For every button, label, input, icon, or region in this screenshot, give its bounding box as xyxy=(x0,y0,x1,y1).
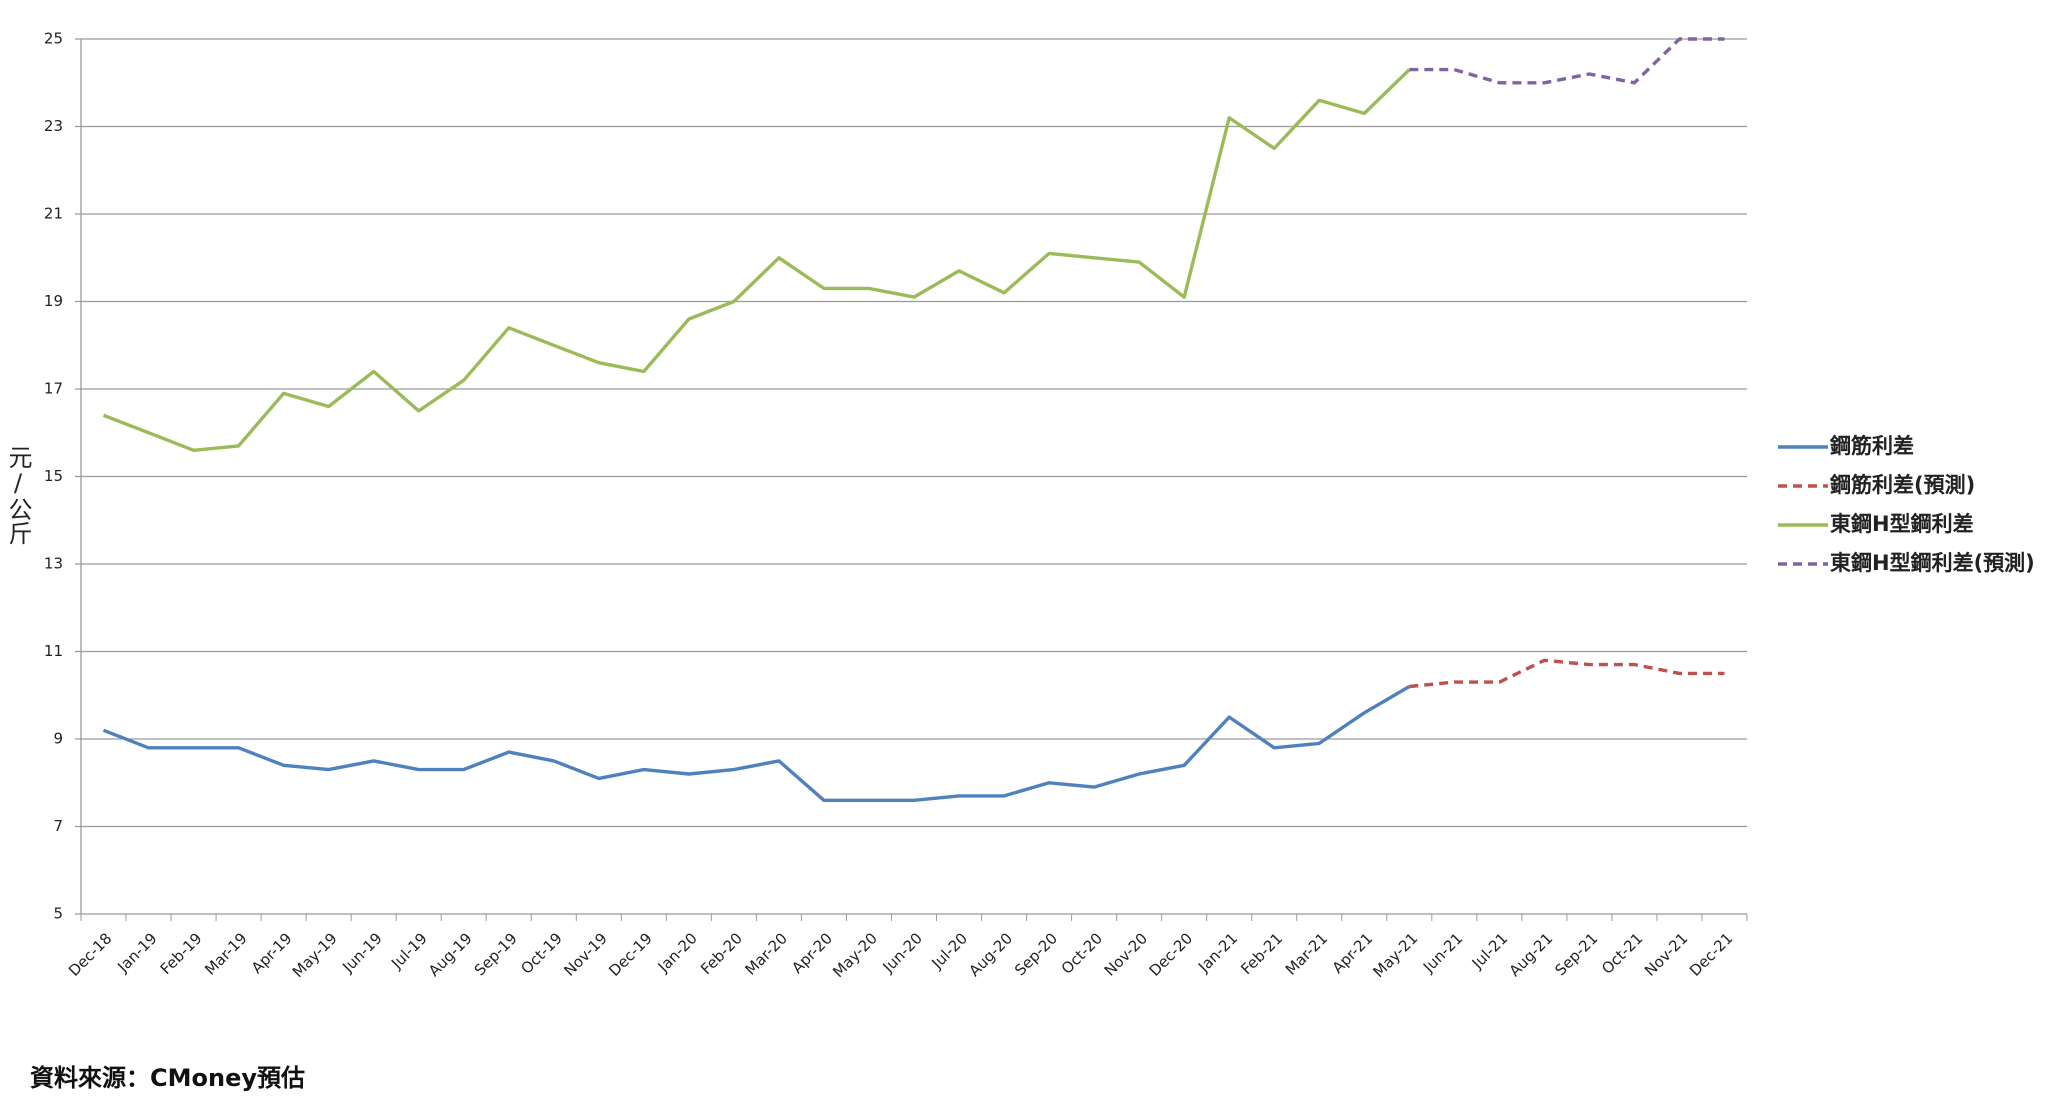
x-tick-label: Jan-21 xyxy=(1194,929,1241,976)
x-tick-label: Oct-20 xyxy=(1058,929,1106,977)
y-axis-label: 元/公斤 xyxy=(4,445,32,545)
y-tick-label: 15 xyxy=(44,467,63,485)
x-tick-label: Dec-21 xyxy=(1686,929,1737,980)
y-tick-label: 23 xyxy=(44,117,63,135)
y-tick-label: 19 xyxy=(44,292,63,310)
x-tick-label: Dec-19 xyxy=(605,929,656,980)
series-line xyxy=(1409,37,1725,85)
x-tick-label: Jan-20 xyxy=(654,929,701,976)
series-line xyxy=(102,685,1411,802)
x-tick-label: Nov-19 xyxy=(560,929,610,979)
x-tick-label: Nov-21 xyxy=(1641,929,1691,979)
x-tick-label: Jan-19 xyxy=(113,929,160,976)
x-tick-label: Jun-21 xyxy=(1419,929,1466,976)
y-tick-label: 11 xyxy=(44,642,63,660)
y-tick-label: 13 xyxy=(44,555,63,573)
x-tick-label: Jul-21 xyxy=(1468,929,1512,973)
x-tick-label: Apr-20 xyxy=(788,929,836,977)
x-tick-label: Oct-21 xyxy=(1598,929,1646,977)
x-tick-label: Mar-20 xyxy=(742,929,791,978)
x-tick-label: Jul-20 xyxy=(927,929,971,973)
x-tick-label: Apr-21 xyxy=(1329,929,1377,977)
y-tick-label: 25 xyxy=(44,30,63,48)
x-tick-label: Aug-19 xyxy=(425,929,476,980)
legend-label: 東鋼H型鋼利差 xyxy=(1830,512,1974,536)
x-tick-label: Jun-19 xyxy=(338,929,385,976)
x-tick-label: Mar-19 xyxy=(201,929,250,978)
x-tick-label: Jun-20 xyxy=(879,929,926,976)
y-tick-label: 5 xyxy=(53,905,63,923)
x-tick-label: Aug-20 xyxy=(965,929,1016,980)
chart: 5791113151719212325Dec-18Jan-19Feb-19Mar… xyxy=(44,30,2035,982)
source-note: 資料來源：CMoney預估 xyxy=(30,1064,305,1092)
series-line xyxy=(102,68,1411,452)
y-tick-label: 17 xyxy=(44,380,63,398)
legend-label: 東鋼H型鋼利差(預測) xyxy=(1830,551,2035,575)
x-tick-label: Aug-21 xyxy=(1506,929,1557,980)
x-tick-label: Mar-21 xyxy=(1282,929,1331,978)
x-tick-label: May-21 xyxy=(1370,929,1422,981)
x-tick-label: Feb-20 xyxy=(697,929,746,978)
x-tick-label: Sep-20 xyxy=(1011,929,1061,979)
x-tick-label: Feb-21 xyxy=(1237,929,1286,978)
x-tick-label: Feb-19 xyxy=(157,929,206,978)
x-tick-label: Dec-20 xyxy=(1146,929,1197,980)
y-tick-label: 9 xyxy=(53,730,63,748)
x-tick-label: Dec-18 xyxy=(65,929,116,980)
x-tick-label: Oct-19 xyxy=(517,929,565,977)
legend-label: 鋼筋利差(預測) xyxy=(1829,473,1975,497)
y-tick-label: 7 xyxy=(53,817,63,835)
y-tick-label: 21 xyxy=(44,205,63,223)
x-tick-label: Sep-19 xyxy=(471,929,521,979)
x-tick-label: Apr-19 xyxy=(248,929,296,977)
x-tick-label: Sep-21 xyxy=(1551,929,1601,979)
x-tick-label: Nov-20 xyxy=(1101,929,1151,979)
x-tick-label: May-19 xyxy=(289,929,341,981)
x-tick-label: Jul-19 xyxy=(387,929,431,973)
series-line xyxy=(1409,658,1725,689)
x-tick-label: May-20 xyxy=(829,929,881,981)
legend-label: 鋼筋利差 xyxy=(1829,434,1914,458)
